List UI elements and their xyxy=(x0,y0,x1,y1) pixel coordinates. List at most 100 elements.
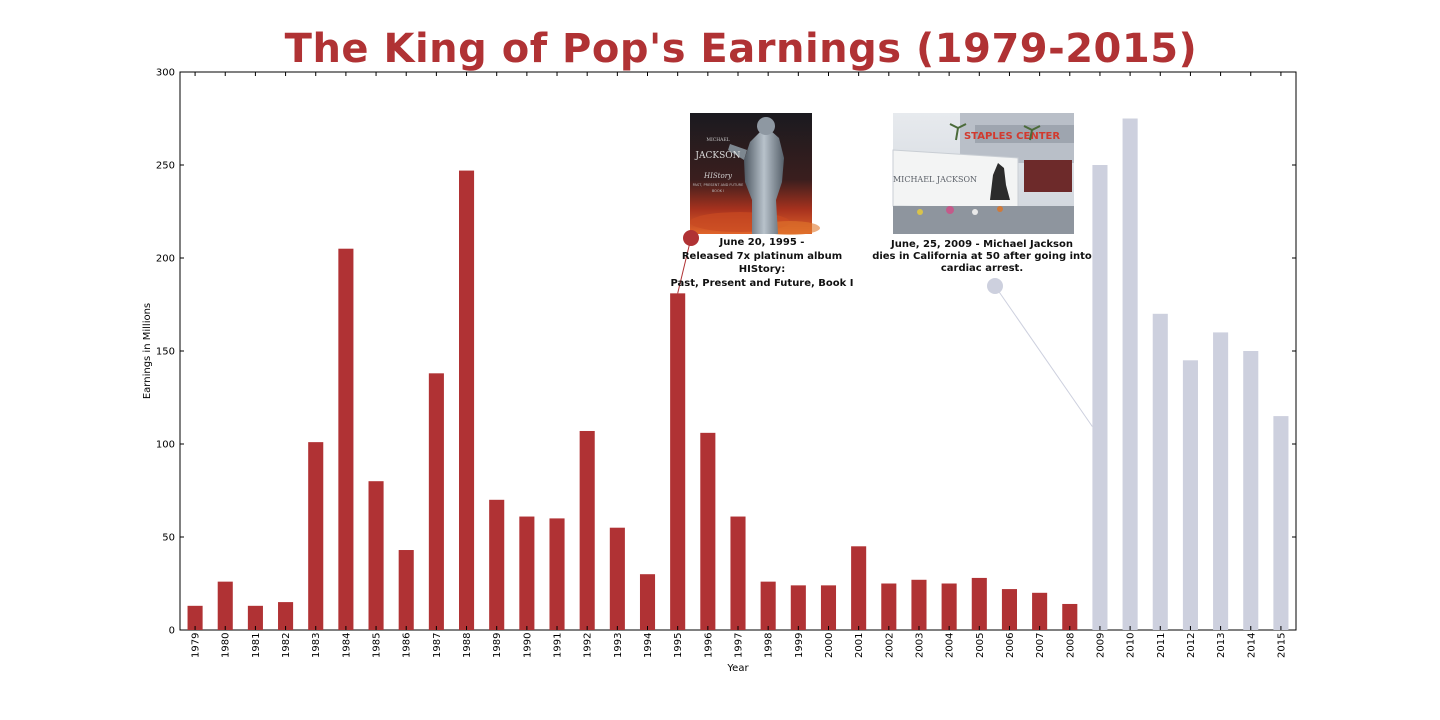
bar-2005 xyxy=(971,577,987,630)
x-tick-label: 1980 xyxy=(221,633,232,658)
x-tick-label: 2010 xyxy=(1126,633,1137,658)
x-axis-title: Year xyxy=(726,663,749,674)
x-tick-label: 2008 xyxy=(1065,633,1076,658)
death-annotation-line-1: June, 25, 2009 - Michael Jackson xyxy=(890,239,1073,250)
x-tick-label: 1998 xyxy=(764,633,775,658)
death-annotation-marker xyxy=(987,278,1003,294)
bar-1994 xyxy=(639,574,656,630)
history-annotation-line-2: Released 7x platinum album xyxy=(682,251,842,262)
x-axis: 1979 1980 1981 1982 1983 1984 1985 1986 1987 1988… xyxy=(191,72,1287,658)
bar-1993 xyxy=(609,527,625,630)
x-tick-label: 1979 xyxy=(191,633,202,658)
bar-1996 xyxy=(700,432,716,630)
y-tick-label: 0 xyxy=(169,626,175,637)
bar-1987 xyxy=(428,373,444,630)
staples-center-memorial-image: STAPLES CENTER MICHAEL JACKSON xyxy=(892,113,1074,234)
bar-2012 xyxy=(1182,360,1198,630)
bar-2015 xyxy=(1273,416,1289,630)
history-annotation-leader-line xyxy=(677,237,692,294)
x-tick-label: 2002 xyxy=(884,633,895,658)
x-tick-label: 1989 xyxy=(492,633,503,658)
svg-text:STAPLES CENTER: STAPLES CENTER xyxy=(964,131,1060,142)
bar-1988 xyxy=(459,170,475,630)
x-tick-label: 1993 xyxy=(613,633,624,658)
x-tick-label: 2011 xyxy=(1156,633,1167,658)
bar-1983 xyxy=(308,442,324,630)
x-tick-label: 2009 xyxy=(1095,633,1106,658)
x-tick-label: 1983 xyxy=(311,633,322,658)
x-tick-label: 1996 xyxy=(703,633,714,658)
svg-text:MICHAEL JACKSON: MICHAEL JACKSON xyxy=(893,175,977,184)
x-tick-label: 2003 xyxy=(914,633,925,658)
x-tick-label: 2006 xyxy=(1005,633,1016,658)
bar-1981 xyxy=(247,605,263,630)
y-tick-label: 150 xyxy=(156,347,175,358)
bar-1998 xyxy=(760,581,776,630)
annotation-history-release: MICHAEL JACKSON HIStory PAST, PRESENT AN… xyxy=(670,113,854,294)
bar-2008 xyxy=(1062,603,1078,630)
bar-1984 xyxy=(338,248,354,630)
bar-1980 xyxy=(217,581,233,630)
x-tick-label: 1987 xyxy=(432,633,443,658)
bar-2007 xyxy=(1032,592,1048,630)
bar-2002 xyxy=(881,583,897,630)
x-tick-label: 2004 xyxy=(945,633,956,658)
bars-group xyxy=(187,118,1289,630)
bar-1990 xyxy=(519,516,535,630)
y-axis-title: Earnings in Millions xyxy=(142,303,153,399)
bar-2014 xyxy=(1243,351,1259,630)
x-tick-label: 2015 xyxy=(1276,633,1287,658)
x-tick-label: 2001 xyxy=(854,633,865,658)
bar-2009 xyxy=(1092,165,1108,630)
bar-1982 xyxy=(278,602,294,630)
history-annotation-line-4: Past, Present and Future, Book I xyxy=(670,278,853,289)
history-album-cover-image: MICHAEL JACKSON HIStory PAST, PRESENT AN… xyxy=(690,113,820,235)
bar-2000 xyxy=(820,585,837,630)
x-tick-label: 1990 xyxy=(522,633,533,658)
y-tick-label: 200 xyxy=(156,254,175,265)
chart-title: The King of Pop's Earnings (1979-2015) xyxy=(284,26,1198,72)
bar-1979 xyxy=(187,605,203,630)
svg-text:BOOK I: BOOK I xyxy=(712,189,724,193)
y-axis: 0 50 100 150 200 250 300 xyxy=(156,68,1296,637)
history-annotation-line-3: HIStory: xyxy=(739,264,785,275)
annotation-death-2009: STAPLES CENTER MICHAEL JACKSON June, 25,… xyxy=(872,113,1093,427)
svg-text:MICHAEL: MICHAEL xyxy=(706,137,729,143)
svg-text:PAST, PRESENT AND FUTURE: PAST, PRESENT AND FUTURE xyxy=(693,183,744,187)
bar-1986 xyxy=(398,550,414,630)
bar-1992 xyxy=(579,430,595,630)
x-tick-label: 1992 xyxy=(583,633,594,658)
bar-1997 xyxy=(730,516,746,630)
history-annotation-line-1: June 20, 1995 - xyxy=(719,237,805,248)
bar-1999 xyxy=(790,585,806,630)
svg-text:HIStory: HIStory xyxy=(703,172,733,180)
bar-2006 xyxy=(1001,589,1017,630)
x-tick-label: 1984 xyxy=(341,633,352,658)
bar-2001 xyxy=(851,546,867,630)
bar-2010 xyxy=(1122,118,1138,630)
x-tick-label: 2012 xyxy=(1186,633,1197,658)
bar-1985 xyxy=(368,481,384,630)
x-tick-label: 1994 xyxy=(643,633,654,658)
x-tick-label: 1995 xyxy=(673,633,684,658)
x-tick-label: 2013 xyxy=(1216,633,1227,658)
bar-2004 xyxy=(941,583,957,630)
x-tick-label: 1982 xyxy=(281,633,292,658)
y-tick-label: 100 xyxy=(156,440,175,451)
bar-2003 xyxy=(911,579,927,630)
y-tick-label: 300 xyxy=(156,68,175,79)
bar-2013 xyxy=(1213,332,1229,630)
death-annotation-line-3: cardiac arrest. xyxy=(941,263,1023,274)
x-tick-label: 1981 xyxy=(251,633,262,658)
bar-1991 xyxy=(549,518,565,630)
x-tick-label: 1997 xyxy=(734,633,745,658)
x-tick-label: 2007 xyxy=(1035,633,1046,658)
bar-1989 xyxy=(489,499,505,630)
death-annotation-leader-line xyxy=(994,285,1093,427)
x-tick-label: 1986 xyxy=(402,633,413,658)
x-tick-label: 1988 xyxy=(462,633,473,658)
bar-1995 xyxy=(670,293,686,630)
x-tick-label: 2000 xyxy=(824,633,835,658)
x-tick-label: 1999 xyxy=(794,633,805,658)
